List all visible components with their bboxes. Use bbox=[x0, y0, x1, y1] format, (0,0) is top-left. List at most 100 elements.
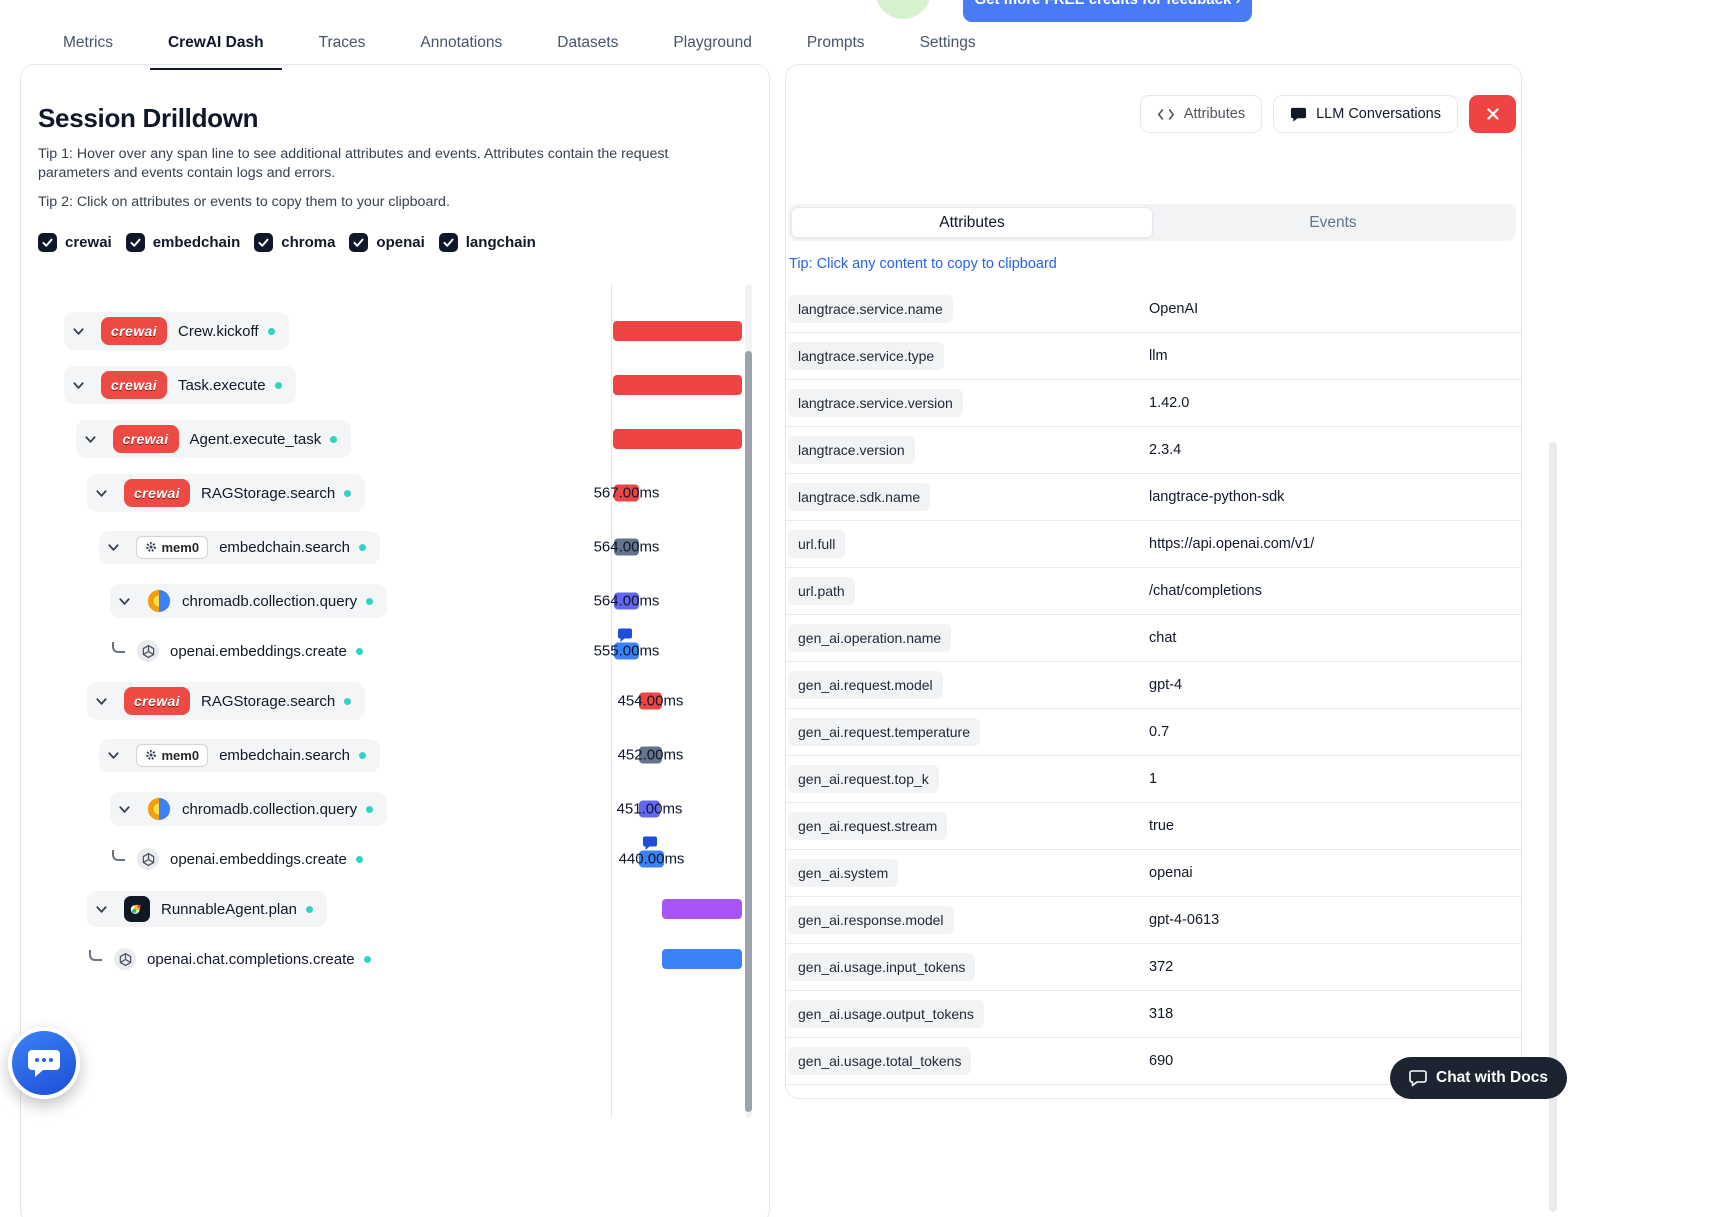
tab-datasets[interactable]: Datasets bbox=[557, 34, 619, 51]
attribute-key[interactable]: gen_ai.request.stream bbox=[788, 812, 948, 840]
checkbox-checked-icon[interactable] bbox=[438, 233, 458, 252]
tab-crewai-dash[interactable]: CrewAI Dash bbox=[149, 28, 282, 70]
chevron-down-icon[interactable] bbox=[117, 594, 132, 609]
span-row-openai.chat.completions.create[interactable]: openai.chat.completions.create bbox=[21, 936, 770, 982]
attribute-key[interactable]: langtrace.version bbox=[788, 436, 915, 464]
attribute-key[interactable]: gen_ai.usage.total_tokens bbox=[788, 1047, 972, 1075]
attribute-key[interactable]: url.path bbox=[788, 577, 855, 605]
attribute-key[interactable]: langtrace.service.name bbox=[788, 295, 953, 323]
span-row-openai.embeddings.create[interactable]: openai.embeddings.create 555.00ms bbox=[21, 628, 770, 674]
span-row-RunnableAgent.plan[interactable]: RunnableAgent.plan bbox=[21, 882, 770, 936]
span-row-Agent.execute_task[interactable]: crewai Agent.execute_task bbox=[21, 412, 770, 466]
chat-widget-button[interactable] bbox=[8, 1027, 80, 1099]
tab-metrics[interactable]: Metrics bbox=[63, 34, 113, 51]
filter-langchain[interactable]: langchain bbox=[438, 233, 536, 252]
chevron-down-icon[interactable] bbox=[106, 748, 121, 763]
credits-banner-button[interactable]: Get more FREE credits for feedback › bbox=[963, 0, 1252, 22]
attribute-value[interactable]: gpt-4 bbox=[1149, 677, 1183, 693]
span-label: RAGStorage.search bbox=[201, 484, 336, 502]
attribute-key[interactable]: url.full bbox=[788, 530, 846, 558]
tab-traces[interactable]: Traces bbox=[318, 34, 366, 51]
attribute-value[interactable]: 318 bbox=[1149, 1006, 1174, 1022]
checkbox-checked-icon[interactable] bbox=[254, 233, 274, 252]
tab-attributes[interactable]: Attributes bbox=[791, 207, 1153, 238]
timeline-bar[interactable] bbox=[614, 592, 639, 610]
attributes-button[interactable]: Attributes bbox=[1139, 95, 1263, 133]
timeline-bar[interactable] bbox=[614, 538, 639, 556]
timeline-bar[interactable] bbox=[639, 692, 662, 710]
attribute-value[interactable]: langtrace-python-sdk bbox=[1149, 489, 1285, 505]
tab-playground[interactable]: Playground bbox=[673, 34, 752, 51]
attribute-key[interactable]: gen_ai.operation.name bbox=[788, 624, 952, 652]
tab-prompts[interactable]: Prompts bbox=[806, 34, 865, 51]
chevron-down-icon[interactable] bbox=[94, 694, 109, 709]
attribute-value[interactable]: true bbox=[1149, 818, 1174, 834]
attribute-value[interactable]: OpenAI bbox=[1149, 301, 1199, 317]
tree-scrollbar-thumb[interactable] bbox=[745, 351, 752, 1112]
filter-embedchain[interactable]: embedchain bbox=[125, 233, 240, 252]
timeline-bar[interactable] bbox=[639, 850, 664, 868]
timeline-bar[interactable] bbox=[639, 746, 662, 764]
attribute-value[interactable]: 690 bbox=[1149, 1053, 1174, 1069]
attribute-key[interactable]: gen_ai.request.top_k bbox=[788, 765, 939, 793]
attribute-key[interactable]: gen_ai.usage.input_tokens bbox=[788, 953, 976, 981]
timeline-bar[interactable] bbox=[614, 484, 639, 502]
timeline-bar[interactable] bbox=[613, 321, 742, 341]
attribute-value[interactable]: https://api.openai.com/v1/ bbox=[1149, 536, 1315, 552]
attribute-key[interactable]: gen_ai.request.model bbox=[788, 671, 943, 699]
attribute-value[interactable]: gpt-4-0613 bbox=[1149, 912, 1220, 928]
chevron-down-icon[interactable] bbox=[106, 540, 121, 555]
checkbox-checked-icon[interactable] bbox=[38, 233, 57, 252]
span-row-Crew.kickoff[interactable]: crewai Crew.kickoff bbox=[21, 304, 770, 358]
attribute-value[interactable]: 1.42.0 bbox=[1149, 395, 1190, 411]
timeline-bar[interactable] bbox=[662, 949, 742, 969]
llm-conversations-button[interactable]: LLM Conversations bbox=[1273, 95, 1458, 133]
attribute-value[interactable]: /chat/completions bbox=[1149, 583, 1262, 599]
attribute-key[interactable]: gen_ai.system bbox=[788, 859, 899, 887]
attribute-value[interactable]: llm bbox=[1149, 348, 1168, 364]
attribute-key[interactable]: gen_ai.request.temperature bbox=[788, 718, 980, 746]
timeline-bar[interactable] bbox=[613, 429, 742, 449]
timeline-bar[interactable] bbox=[639, 800, 660, 818]
checkbox-checked-icon[interactable] bbox=[349, 233, 369, 252]
span-row-RAGStorage.search[interactable]: crewai RAGStorage.search 567.00ms bbox=[21, 466, 770, 520]
timeline-bar[interactable] bbox=[613, 375, 742, 395]
tab-events[interactable]: Events bbox=[1309, 213, 1357, 231]
span-row-chromadb.collection.query[interactable]: chromadb.collection.query 451.00ms bbox=[21, 782, 770, 836]
span-row-openai.embeddings.create[interactable]: openai.embeddings.create 440.00ms bbox=[21, 836, 770, 882]
attribute-value[interactable]: 2.3.4 bbox=[1149, 442, 1182, 458]
timeline-bar[interactable] bbox=[614, 642, 639, 660]
span-row-RAGStorage.search[interactable]: crewai RAGStorage.search 454.00ms bbox=[21, 674, 770, 728]
checkbox-checked-icon[interactable] bbox=[125, 233, 145, 252]
filter-chroma[interactable]: chroma bbox=[254, 233, 335, 252]
chevron-down-icon[interactable] bbox=[83, 432, 98, 447]
chevron-down-icon[interactable] bbox=[94, 486, 109, 501]
tab-annotations[interactable]: Annotations bbox=[420, 34, 503, 51]
filter-crewai[interactable]: crewai bbox=[38, 233, 112, 252]
span-row-embedchain.search[interactable]: mem0 embedchain.search 564.00ms bbox=[21, 520, 770, 574]
span-row-chromadb.collection.query[interactable]: chromadb.collection.query 564.00ms bbox=[21, 574, 770, 628]
close-button[interactable] bbox=[1469, 95, 1516, 133]
attribute-value[interactable]: chat bbox=[1149, 630, 1177, 646]
attribute-key[interactable]: gen_ai.usage.output_tokens bbox=[788, 1000, 984, 1028]
attribute-value[interactable]: 1 bbox=[1149, 771, 1158, 787]
avatar[interactable] bbox=[872, 0, 934, 22]
chevron-down-icon[interactable] bbox=[71, 378, 86, 393]
span-row-Task.execute[interactable]: crewai Task.execute bbox=[21, 358, 770, 412]
attribute-value[interactable]: openai bbox=[1149, 865, 1193, 881]
attribute-key[interactable]: langtrace.service.type bbox=[788, 342, 945, 370]
chevron-down-icon[interactable] bbox=[94, 902, 109, 917]
attribute-key[interactable]: langtrace.sdk.name bbox=[788, 483, 931, 511]
attribute-key[interactable]: langtrace.service.version bbox=[788, 389, 963, 417]
page-scrollbar[interactable] bbox=[1549, 442, 1557, 1212]
attribute-value[interactable]: 372 bbox=[1149, 959, 1174, 975]
span-row-embedchain.search[interactable]: mem0 embedchain.search 452.00ms bbox=[21, 728, 770, 782]
timeline-bar[interactable] bbox=[662, 899, 742, 919]
attribute-key[interactable]: gen_ai.response.model bbox=[788, 906, 954, 934]
chat-with-docs-button[interactable]: Chat with Docs bbox=[1390, 1057, 1567, 1099]
attribute-value[interactable]: 0.7 bbox=[1149, 724, 1170, 740]
filter-openai[interactable]: openai bbox=[349, 233, 425, 252]
tab-settings[interactable]: Settings bbox=[919, 34, 976, 51]
chevron-down-icon[interactable] bbox=[117, 802, 132, 817]
chevron-down-icon[interactable] bbox=[71, 324, 86, 339]
